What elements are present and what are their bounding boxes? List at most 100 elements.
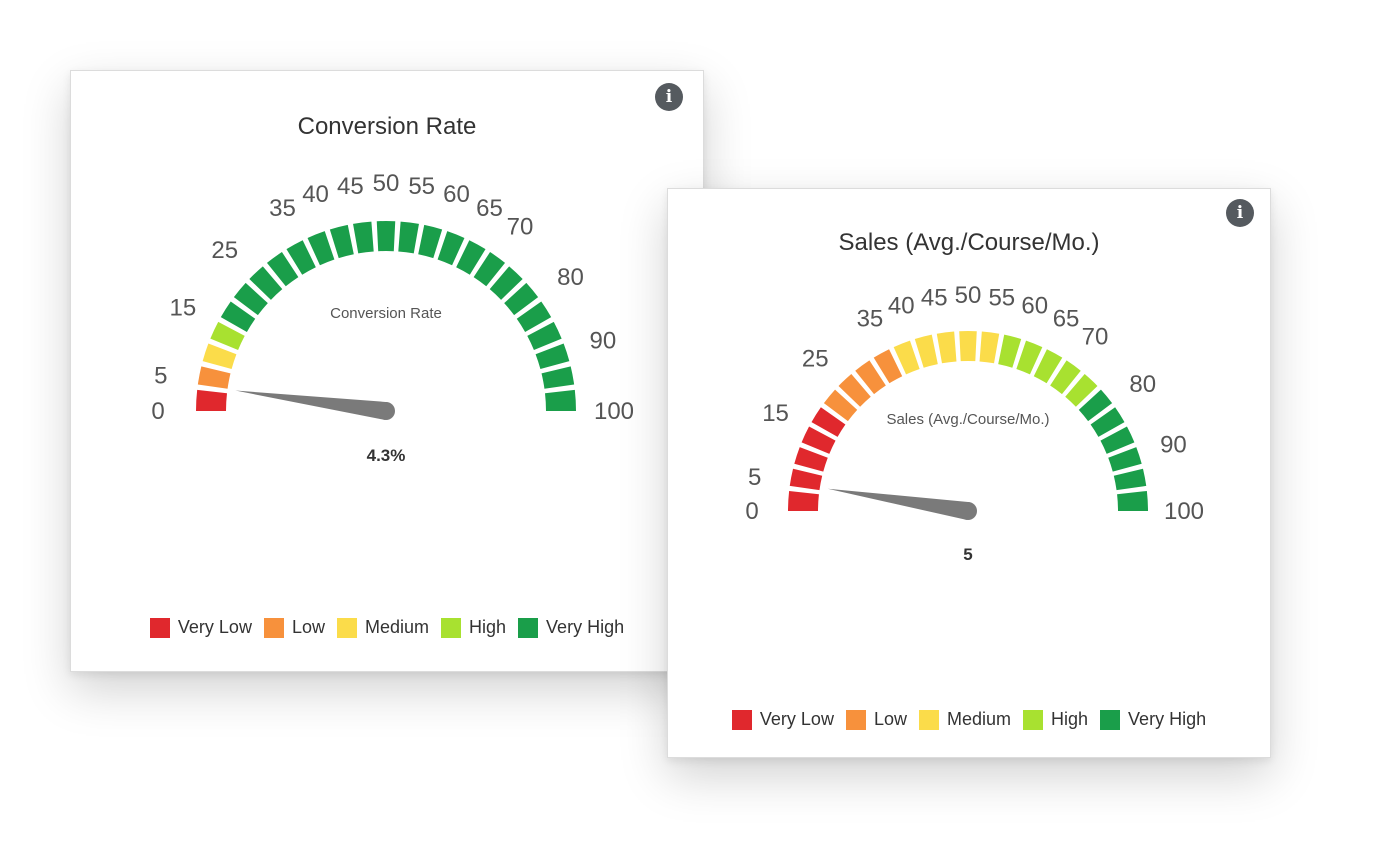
chart-title: Sales (Avg./Course/Mo.) bbox=[838, 229, 1100, 256]
gauge-band-segment bbox=[249, 266, 283, 300]
gauge-band-segment bbox=[210, 321, 245, 351]
legend-item-low[interactable]: Low bbox=[263, 617, 325, 638]
gauge-band-segment bbox=[789, 468, 823, 491]
gauge-band-segment bbox=[353, 221, 374, 254]
gauge-tick-label: 55 bbox=[988, 285, 1015, 312]
legend-swatch bbox=[336, 617, 357, 638]
gauge-center-label: Conversion Rate bbox=[330, 305, 442, 322]
gauge-band-segment bbox=[1108, 447, 1142, 472]
legend-swatch bbox=[918, 709, 939, 730]
chart-title: Conversion Rate bbox=[297, 113, 477, 140]
gauge-band-segment bbox=[307, 231, 335, 266]
gauge-tick-label: 50 bbox=[955, 282, 982, 309]
gauge-band-segment bbox=[489, 266, 523, 300]
gauge-band-segment bbox=[794, 447, 828, 472]
legend-swatch bbox=[845, 709, 866, 730]
legend-item-very-high[interactable]: Very High bbox=[1100, 709, 1206, 730]
gauge-tick-label: 0 bbox=[151, 398, 164, 425]
legend-item-medium[interactable]: Medium bbox=[336, 617, 430, 638]
gauge-tick-label: 15 bbox=[762, 400, 789, 427]
gauge-band-segment bbox=[437, 231, 465, 266]
info-icon[interactable]: i bbox=[655, 83, 683, 111]
legend-item-very-high[interactable]: Very High bbox=[518, 617, 624, 638]
legend-label: High bbox=[469, 617, 507, 637]
gauge-band-segment bbox=[1113, 468, 1147, 491]
legend-swatch bbox=[1100, 709, 1121, 730]
conversion-rate-card: Conversion Rate i Conversion Rate 4.3% 0… bbox=[70, 70, 704, 672]
gauge-value-label: 5 bbox=[963, 545, 972, 564]
gauge-tick-label: 65 bbox=[476, 195, 503, 222]
info-icon[interactable]: i bbox=[1226, 199, 1254, 227]
legend-label: Very Low bbox=[759, 709, 834, 729]
gauge-band-segment bbox=[893, 340, 920, 375]
legend-item-very-low[interactable]: Very Low bbox=[149, 617, 252, 638]
gauge-band-segment bbox=[959, 331, 977, 362]
gauge-tick-label: 90 bbox=[589, 328, 616, 355]
gauge-band-segment bbox=[1090, 407, 1125, 437]
legend-item-very-low[interactable]: Very Low bbox=[731, 709, 834, 730]
gauge-band-segment bbox=[1117, 490, 1148, 511]
gauge-needle bbox=[235, 390, 388, 420]
gauge-tick-label: 45 bbox=[921, 285, 948, 312]
legend-label: High bbox=[1051, 709, 1089, 729]
gauge-band-segment bbox=[418, 224, 443, 259]
legend-label: Low bbox=[291, 617, 325, 637]
gauge-band-segment bbox=[202, 343, 237, 370]
gauge-band-segment bbox=[376, 221, 396, 252]
gauge-tick-label: 40 bbox=[302, 181, 329, 208]
gauge-band-segment bbox=[456, 240, 486, 275]
gauge-center-label: Sales (Avg./Course/Mo.) bbox=[886, 411, 1049, 428]
gauge-band-segment bbox=[197, 366, 231, 389]
gauge-band-segment bbox=[914, 334, 938, 368]
gauge-tick-label: 60 bbox=[1021, 293, 1048, 320]
gauge-value-label: 4.3% bbox=[367, 446, 406, 465]
gauge-band-segment bbox=[801, 426, 836, 454]
gauge-needle bbox=[827, 488, 970, 520]
gauge-tick-label: 40 bbox=[888, 293, 915, 320]
gauge-tick-label: 70 bbox=[1082, 323, 1109, 350]
legend-swatch bbox=[1023, 709, 1044, 730]
gauge-tick-label: 65 bbox=[1053, 306, 1080, 333]
legend-swatch bbox=[263, 617, 284, 638]
gauge-band-segment bbox=[329, 224, 354, 259]
gauge-tick-label: 70 bbox=[507, 214, 534, 241]
legend-label: Very Low bbox=[177, 617, 252, 637]
legend-label: Low bbox=[873, 709, 907, 729]
gauge-band-segment bbox=[473, 252, 506, 287]
gauge-tick-label: 50 bbox=[373, 170, 400, 197]
gauge-band-segment bbox=[233, 282, 268, 316]
gauge-tick-label: 5 bbox=[748, 464, 761, 491]
gauge-band-segment bbox=[1078, 389, 1113, 422]
gauge-band-segment bbox=[1065, 373, 1098, 407]
gauge-tick-label: 25 bbox=[211, 237, 238, 264]
gauge-tick-label: 90 bbox=[1160, 431, 1187, 458]
gauge-tick-label: 45 bbox=[337, 173, 364, 200]
legend-item-high[interactable]: High bbox=[1023, 709, 1088, 730]
gauge-tick-label: 35 bbox=[269, 195, 296, 222]
gauge-needle-hub bbox=[377, 402, 395, 420]
gauge-band-segment bbox=[398, 221, 419, 254]
gauge-band-segment bbox=[535, 343, 570, 370]
gauge-tick-label: 80 bbox=[557, 264, 584, 291]
legend-item-high[interactable]: High bbox=[441, 617, 506, 638]
legend-item-medium[interactable]: Medium bbox=[918, 709, 1011, 730]
sales-gauge: Sales (Avg./Course/Mo.) 5 0 5 15 25 35 40 45 50… bbox=[745, 282, 1204, 564]
legend-swatch bbox=[149, 617, 170, 638]
gauge-band-segment bbox=[823, 389, 858, 422]
gauge-tick-label: 25 bbox=[802, 345, 829, 372]
gauge-band-segment bbox=[1033, 349, 1063, 384]
sales-card: Sales (Avg./Course/Mo.) i Sales (Avg./Co… bbox=[667, 188, 1271, 758]
gauge-band-segment bbox=[979, 331, 1000, 364]
legend-item-low[interactable]: Low bbox=[845, 709, 907, 730]
gauge-band-segment bbox=[527, 321, 562, 351]
gauge-band-segment bbox=[504, 282, 539, 316]
gauge-band-segment bbox=[545, 389, 576, 411]
gauge-band-segment bbox=[788, 490, 819, 511]
legend-label: Medium bbox=[364, 617, 430, 637]
gauge-band-segment bbox=[516, 301, 552, 332]
legend-label: Very High bbox=[546, 617, 625, 637]
gauge-band-segment bbox=[998, 334, 1022, 368]
gauge-tick-label: 5 bbox=[154, 362, 167, 389]
gauge-tick-label: 35 bbox=[857, 306, 884, 333]
